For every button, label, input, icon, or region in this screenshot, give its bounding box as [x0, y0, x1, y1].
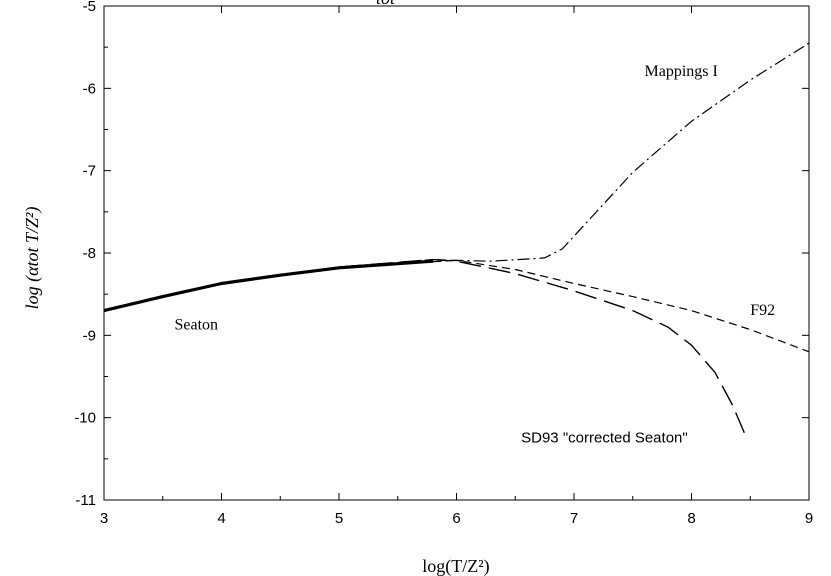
top-label-fragment: tot [376, 0, 396, 8]
x-tick-label: 9 [805, 510, 813, 527]
y-tick-label: -5 [83, 0, 96, 15]
series-annotation: Seaton [175, 317, 219, 334]
series-line-seaton [103, 259, 434, 313]
y-tick-label: -8 [83, 245, 96, 262]
y-tick-label: -7 [83, 163, 96, 180]
y-tick-label: -6 [83, 80, 96, 97]
x-tick-label: 7 [570, 510, 578, 527]
x-tick-label: 6 [452, 510, 460, 527]
x-tick-label: 8 [687, 510, 695, 527]
series-line-f92 [103, 259, 810, 353]
y-axis-title-group: log (αtot T/Z²) [22, 207, 43, 310]
y-tick-label: -10 [74, 410, 96, 427]
x-axis-title: log(T/Z²) [422, 556, 489, 576]
series-annotation: SD93 "corrected Seaton" [521, 429, 688, 446]
x-tick-label: 4 [217, 510, 225, 527]
y-axis-title: log (αtot T/Z²) [22, 207, 43, 310]
plot-frame [103, 5, 810, 501]
series-annotation: F92 [750, 302, 775, 319]
x-tick-label: 5 [335, 510, 343, 527]
series-line-sd93-corrected-seaton [103, 258, 748, 439]
series-annotation: Mappings I [645, 63, 718, 80]
y-tick-label: -9 [83, 327, 96, 344]
series-line-mappings-i [103, 42, 810, 312]
x-tick-label: 3 [100, 510, 108, 527]
y-tick-label: -11 [75, 492, 96, 509]
